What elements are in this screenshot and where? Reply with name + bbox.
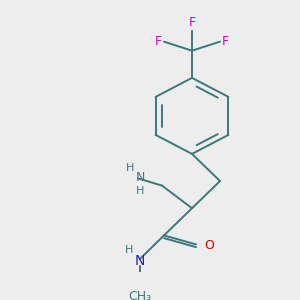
Text: N: N (135, 171, 145, 184)
Text: CH₃: CH₃ (128, 290, 152, 300)
Text: O: O (204, 239, 214, 252)
Text: F: F (222, 35, 229, 48)
Text: F: F (188, 16, 196, 29)
Text: H: H (124, 245, 133, 255)
Text: N: N (135, 254, 145, 268)
Text: H: H (126, 163, 134, 173)
Text: F: F (155, 35, 162, 48)
Text: H: H (136, 187, 144, 196)
